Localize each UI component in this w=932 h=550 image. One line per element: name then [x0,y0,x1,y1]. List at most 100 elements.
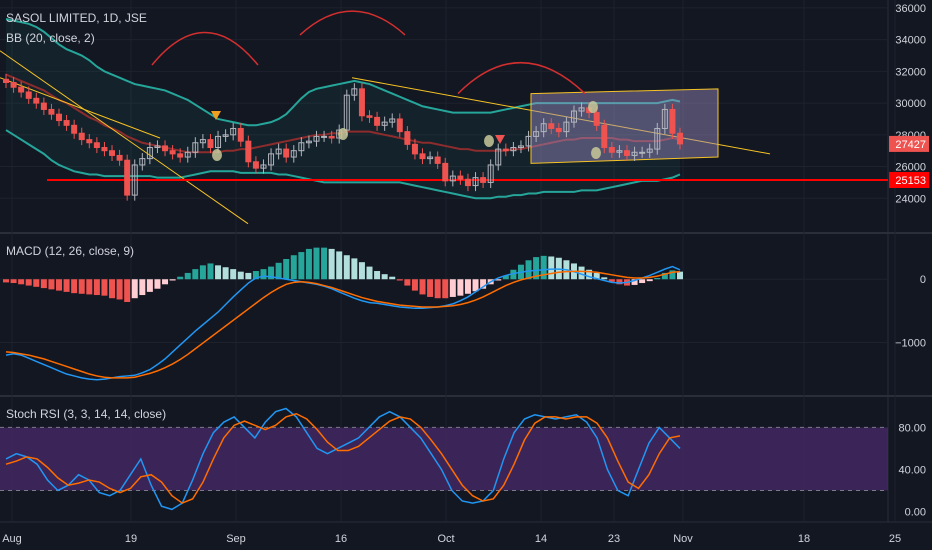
y-tick-label: 26000 [895,162,926,174]
candle [154,145,161,149]
macd-histogram-bar [502,275,509,280]
candle [252,161,259,169]
candle [381,121,388,126]
macd-histogram-bar [260,269,267,280]
macd-histogram-bar [63,279,70,292]
candle [78,132,85,141]
macd-histogram-bar [192,269,199,280]
candle [215,135,222,149]
candle [396,118,403,133]
candle [374,116,381,126]
macd-histogram-bar [78,279,85,294]
macd-histogram-bar [131,279,138,299]
candle [305,140,312,144]
bb-indicator-label: BB (20, close, 2) [6,31,95,45]
x-tick-label: Aug [2,533,22,545]
candle [245,140,252,163]
y-tick-label: 32000 [895,66,926,78]
candle [109,150,116,156]
macd-histogram-bar [290,255,297,280]
macd-histogram-bar [86,279,93,295]
candle [162,145,169,152]
y-tick-label: 80.00 [898,422,926,434]
macd-histogram-bar [109,279,116,299]
macd-histogram-bar [268,266,275,280]
candle [449,175,456,182]
candle [563,121,570,133]
macd-histogram-bar [230,269,237,280]
macd-histogram-bar [449,279,456,297]
macd-histogram-bar [661,272,668,280]
macd-histogram-bar [199,265,206,280]
macd-histogram-bar [525,260,532,280]
macd-histogram-bar [48,279,55,290]
candle [358,88,365,117]
candle [442,162,449,182]
macd-histogram-bar [275,262,282,280]
candle [502,148,509,152]
x-tick-label: Sep [226,533,246,545]
macd-histogram-bar [654,277,661,280]
candle [434,156,441,164]
candle [639,151,646,154]
x-tick-label: 16 [335,533,347,545]
macd-histogram-bar [442,279,449,299]
macd-histogram-bar [40,279,47,289]
macd-histogram-bar [366,266,373,280]
macd-line [5,265,681,381]
candle [10,81,17,88]
macd-histogram-bar [162,279,169,285]
last-price-badge-label: 27427 [895,139,926,151]
candle [71,124,78,134]
macd-histogram-bar [631,279,638,285]
macd-histogram-bar [578,266,585,280]
arc-annotation [151,31,259,66]
candle [427,156,434,160]
marker-circle [591,147,601,159]
candle [25,91,32,99]
macd-histogram-bar [328,248,335,280]
macd-histogram-bar [351,258,358,280]
macd-histogram-bar [116,279,123,300]
candle [661,108,668,129]
arc-annotation [457,62,586,95]
candle [192,142,199,153]
x-tick-label: Nov [673,533,693,545]
macd-histogram-bar [245,272,252,280]
candle [63,120,70,126]
candle [222,134,229,137]
macd-histogram-bar [25,279,32,286]
candle [40,102,47,110]
macd-histogram-bar [124,279,131,302]
macd-histogram-bar [343,255,350,280]
signal-triangle [495,135,505,144]
macd-histogram-bar [495,279,502,281]
candle [578,107,585,112]
candle [48,108,55,115]
candle [608,147,615,153]
y-tick-label: 34000 [895,35,926,47]
macd-histogram-bar [321,247,328,280]
macd-histogram-bar [56,279,63,291]
y-tick-label: 36000 [895,3,926,15]
macd-histogram-bar [540,255,547,280]
macd-histogram-bar [207,263,214,280]
candle [525,135,532,147]
candle [510,147,517,152]
price-title: SASOL LIMITED, 1D, JSE [6,11,147,25]
marker-circle [484,135,494,147]
macd-histogram-bar [639,279,646,284]
macd-histogram-bar [101,279,108,296]
marker-circle [212,149,222,161]
candle [207,139,214,149]
macd-histogram-bar [374,271,381,280]
macd-histogram-bar [283,259,290,280]
candle [593,112,600,126]
macd-histogram-bar [548,256,555,280]
macd-histogram-bar [533,257,540,280]
candle [351,88,358,96]
x-tick-label: 23 [608,533,620,545]
candle [199,139,206,144]
macd-histogram-bar [177,276,184,280]
